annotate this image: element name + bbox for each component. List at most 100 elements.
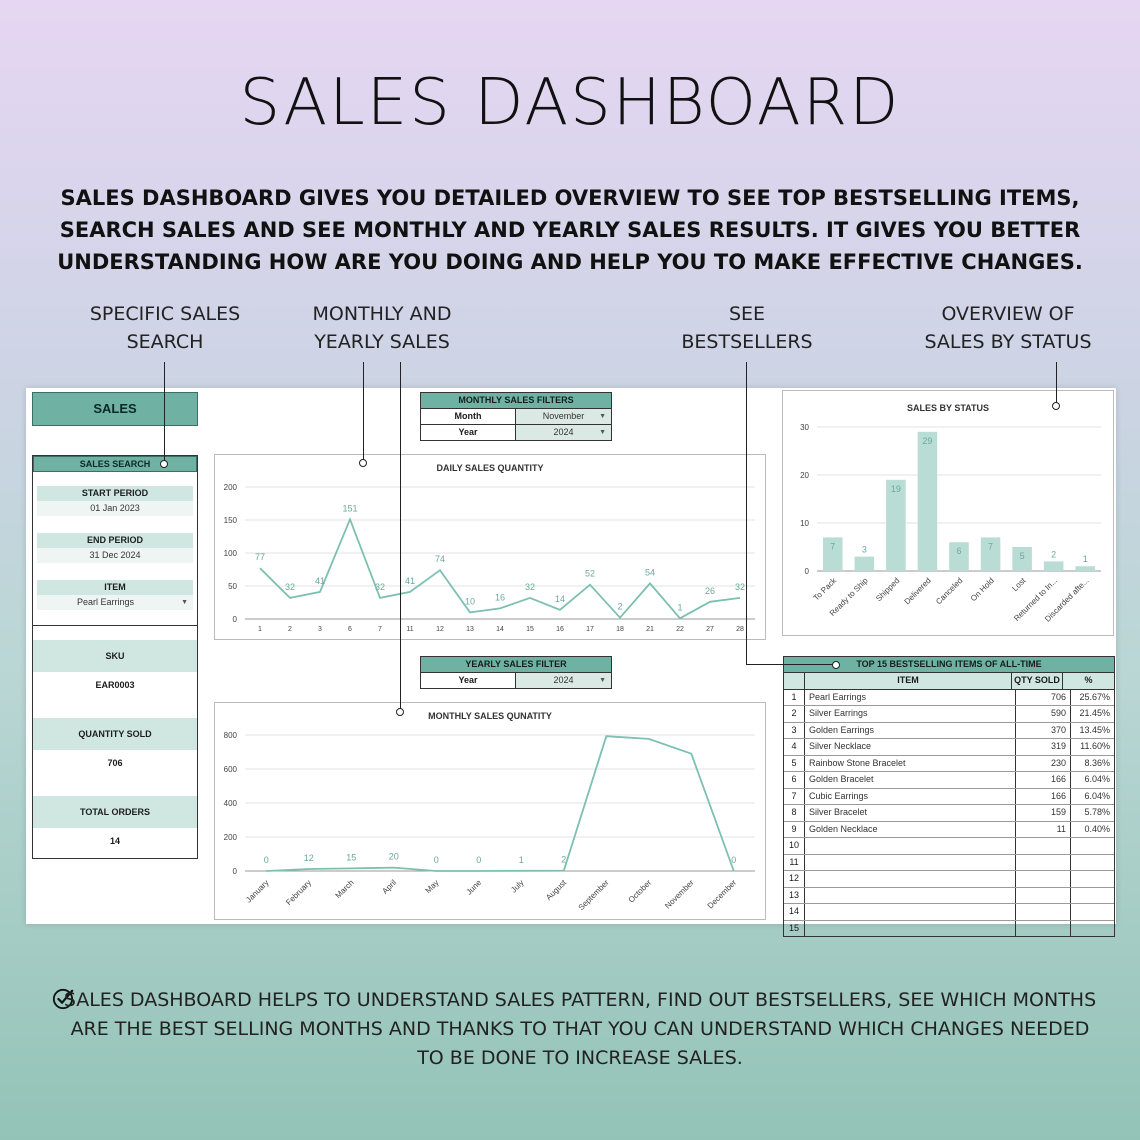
x-tick-label: Canceled (934, 576, 964, 606)
x-tick-label: 18 (616, 626, 624, 633)
data-label: 0 (731, 855, 736, 865)
month-filter-row: Month November ▼ (421, 409, 611, 425)
table-row: 2 Silver Earrings 590 21.45% (784, 706, 1114, 723)
yearly-year-row: Year 2024 ▼ (421, 673, 611, 688)
y-tick-label: 600 (224, 765, 238, 774)
start-period-label: START PERIOD (37, 486, 193, 501)
data-label: 10 (465, 596, 475, 606)
data-label: 151 (342, 503, 357, 513)
row-qty: 590 (1016, 706, 1071, 722)
y-tick-label: 50 (228, 582, 237, 591)
x-tick-label: Lost (1010, 576, 1028, 594)
row-rank: 14 (784, 904, 805, 920)
x-tick-label: 27 (706, 626, 714, 633)
y-tick-label: 10 (800, 519, 809, 528)
yearly-filter-title: YEARLY SALES FILTER (421, 657, 611, 673)
sales-header: SALES (32, 392, 198, 426)
year-select[interactable]: 2024 ▼ (516, 425, 611, 440)
row-qty (1016, 854, 1071, 870)
x-tick-label: 22 (676, 626, 684, 633)
y-tick-label: 800 (224, 731, 238, 740)
table-row: 13 (784, 887, 1114, 904)
x-tick-label: 13 (466, 626, 474, 633)
connector-dot (396, 708, 404, 716)
yearly-filter: YEARLY SALES FILTER Year 2024 ▼ (420, 656, 612, 689)
y-tick-label: 20 (800, 471, 809, 480)
table-row: 4 Silver Necklace 319 11.60% (784, 739, 1114, 756)
y-tick-label: 30 (800, 423, 809, 432)
data-label: 15 (346, 852, 356, 862)
callout-status: OVERVIEW OF SALES BY STATUS (924, 303, 1092, 353)
row-rank: 9 (784, 821, 805, 837)
row-qty: 706 (1016, 689, 1071, 705)
sales-search-card: SALES SEARCH START PERIOD 01 Jan 2023 EN… (32, 455, 198, 626)
month-select[interactable]: November ▼ (516, 409, 611, 424)
row-rank: 3 (784, 722, 805, 738)
row-pct (1071, 871, 1114, 887)
chevron-down-icon[interactable]: ▼ (599, 413, 606, 420)
x-tick-label: June (465, 878, 484, 897)
connector-dot (832, 661, 840, 669)
yearly-year-select[interactable]: 2024 ▼ (516, 673, 611, 688)
monthly-filters: MONTHLY SALES FILTERS Month November ▼ Ye… (420, 392, 612, 441)
x-tick-label: November (663, 878, 696, 911)
row-pct: 25.67% (1079, 691, 1110, 702)
chart-title: MONTHLY SALES QUNATITY (428, 711, 552, 721)
table-row: 8 Silver Bracelet 159 5.78% (784, 805, 1114, 822)
row-pct (1071, 855, 1114, 871)
sku-label: SKU (33, 640, 197, 672)
data-label: 29 (922, 436, 932, 446)
table-row: 11 (784, 854, 1114, 871)
y-tick-label: 0 (805, 567, 810, 576)
bar (1012, 547, 1032, 571)
row-qty: 166 (1016, 788, 1071, 804)
row-item: Silver Earrings (805, 706, 1016, 722)
data-label: 19 (891, 484, 901, 494)
table-row: 14 (784, 904, 1114, 921)
data-label: 41 (315, 576, 325, 586)
x-tick-label: August (544, 878, 569, 903)
row-qty: 166 (1016, 772, 1071, 788)
x-tick-label: Delivered (903, 576, 933, 606)
sales-by-status-chart: SALES BY STATUS 0 10 20 30 7 To Pack 3 Ready to … (782, 390, 1114, 636)
row-rank: 7 (784, 788, 805, 804)
item-select-value: Pearl Earrings (77, 597, 135, 607)
row-rank: 1 (784, 689, 805, 705)
row-item (805, 871, 1016, 887)
table-row: 3 Golden Earrings 370 13.45% (784, 722, 1114, 739)
x-tick-label: 15 (526, 626, 534, 633)
item-select[interactable]: Pearl Earrings ▼ (37, 595, 193, 610)
row-rank: 13 (784, 887, 805, 903)
data-label: 3 (862, 545, 867, 555)
chevron-down-icon[interactable]: ▼ (181, 599, 188, 606)
y-tick-label: 200 (224, 833, 238, 842)
total-orders-label: TOTAL ORDERS (33, 796, 197, 828)
end-period-field[interactable]: 31 Dec 2024 (37, 548, 193, 563)
connector-dot (160, 460, 168, 468)
row-item: Rainbow Stone Bracelet (805, 755, 1016, 771)
connector-search (164, 362, 165, 462)
chevron-down-icon[interactable]: ▼ (599, 677, 606, 684)
row-item (805, 904, 1016, 920)
total-orders-value: 14 (109, 836, 120, 846)
series-line (266, 735, 735, 872)
row-qty: 230 (1016, 755, 1071, 771)
x-tick-label: To Pack (812, 575, 839, 602)
bestsellers-body: ITEM QTY SOLD% 1 Pearl Earrings 706 25.67% 2 Si… (784, 673, 1114, 936)
chevron-down-icon[interactable]: ▼ (599, 429, 606, 436)
bar (949, 542, 969, 571)
x-tick-label: 28 (736, 626, 744, 633)
data-label: 1 (677, 602, 682, 612)
data-label: 32 (375, 582, 385, 592)
row-pct: 8.36% (1084, 757, 1110, 768)
connector-monthly (400, 362, 401, 710)
x-tick-label: March (334, 878, 356, 900)
bar (822, 537, 843, 571)
row-qty: 319 (1016, 739, 1071, 755)
row-item: Pearl Earrings (805, 689, 1016, 705)
connector-bestsellers-h (746, 664, 834, 665)
start-period-field[interactable]: 01 Jan 2023 (37, 501, 193, 516)
intro-text: SALES DASHBOARD GIVES YOU DETAILED OVERV… (57, 186, 1083, 274)
data-label: 32 (285, 582, 295, 592)
row-pct (1071, 904, 1114, 920)
